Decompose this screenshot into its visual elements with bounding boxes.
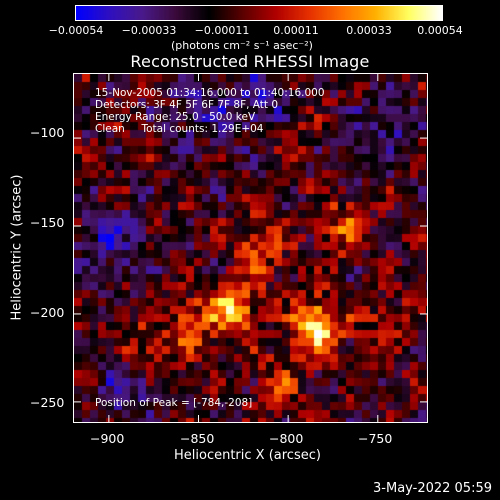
colorbar-tick-label: 0.00011 (273, 24, 319, 37)
time-range-text: 15-Nov-2005 01:34:16.000 to 01:40:16.000 (95, 87, 325, 99)
y-tick-label: −100 (30, 125, 65, 140)
colorbar (75, 5, 443, 21)
colorbar-tick-label: 0.00033 (346, 24, 392, 37)
y-tick-label: −200 (30, 305, 65, 320)
x-axis-title: Heliocentric X (arcsec) (174, 448, 321, 463)
clean-total-counts-text: Clean Total counts: 1.29E+04 (95, 123, 264, 135)
footer-date: 3-May-2022 05:59 (373, 481, 492, 496)
plot-area (73, 73, 428, 423)
colorbar-tick-label: −0.00011 (194, 24, 250, 37)
x-tick-label: −750 (358, 431, 393, 446)
x-tick-label: −900 (90, 431, 125, 446)
peak-position-text: Position of Peak = [-784,-208] (95, 397, 253, 409)
detectors-text: Detectors: 3F 4F 5F 6F 7F 8F, Att 0 (95, 99, 279, 111)
y-tick-label: −250 (30, 395, 65, 410)
colorbar-units-label: (photons cm⁻² s⁻¹ asec⁻²) (171, 39, 313, 52)
colorbar-tick-label: 0.00054 (417, 24, 463, 37)
x-tick-label: −800 (269, 431, 304, 446)
colorbar-tick-label: −0.00033 (121, 24, 177, 37)
x-tick-label: −850 (180, 431, 215, 446)
chart-title: Reconstructed RHESSI Image (130, 52, 370, 71)
energy-range-text: Energy Range: 25.0 - 50.0 keV (95, 111, 256, 123)
colorbar-tick-label: −0.00054 (48, 24, 104, 37)
y-tick-label: −150 (30, 215, 65, 230)
y-axis-title: Heliocentric Y (arcsec) (9, 174, 25, 321)
heatmap-image (74, 74, 427, 422)
